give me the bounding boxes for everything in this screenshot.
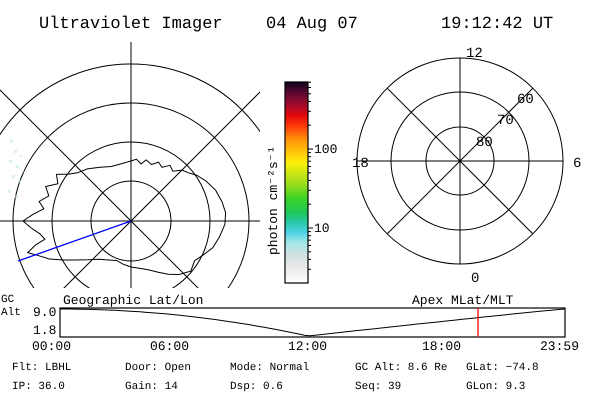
svg-text:Ultraviolet Imager: Ultraviolet Imager <box>39 15 223 34</box>
svg-text:19:12:42 UT: 19:12:42 UT <box>441 15 553 34</box>
svg-text:6: 6 <box>573 156 581 172</box>
svg-text:100: 100 <box>314 142 337 157</box>
svg-text:60: 60 <box>517 92 534 108</box>
svg-text:Gain: 14: Gain: 14 <box>125 381 178 393</box>
svg-text:70: 70 <box>497 113 514 129</box>
svg-text:0: 0 <box>471 271 479 287</box>
svg-text:Flt: LBHL: Flt: LBHL <box>12 362 71 374</box>
svg-text:9.0: 9.0 <box>33 305 56 320</box>
svg-text:Seq: 39: Seq: 39 <box>355 381 401 393</box>
svg-text:00:00: 00:00 <box>32 339 71 354</box>
svg-text:GLon: 9.3: GLon: 9.3 <box>466 381 525 393</box>
svg-text:photon cm⁻²s⁻¹: photon cm⁻²s⁻¹ <box>266 146 281 255</box>
svg-text:Dsp: 0.6: Dsp: 0.6 <box>230 381 283 393</box>
svg-text:23:59: 23:59 <box>540 339 579 354</box>
svg-text:04 Aug 07: 04 Aug 07 <box>266 15 358 34</box>
svg-text:12: 12 <box>466 46 483 62</box>
svg-text:80: 80 <box>476 135 493 151</box>
svg-text:18:00: 18:00 <box>422 339 461 354</box>
svg-text:18: 18 <box>352 156 369 172</box>
svg-text:IP: 36.0: IP: 36.0 <box>12 381 65 393</box>
svg-text:GLat: −74.8: GLat: −74.8 <box>466 362 539 374</box>
svg-text:06:00: 06:00 <box>150 339 189 354</box>
svg-text:Alt: Alt <box>1 307 21 319</box>
svg-text:1.8: 1.8 <box>33 323 56 338</box>
svg-text:Geographic Lat/Lon: Geographic Lat/Lon <box>63 293 203 308</box>
svg-text:12:00: 12:00 <box>288 339 327 354</box>
svg-text:GC Alt: 8.6 Re: GC Alt: 8.6 Re <box>355 362 447 374</box>
svg-text:GC: GC <box>1 294 15 306</box>
svg-text:Mode: Normal: Mode: Normal <box>230 362 309 374</box>
svg-text:Door: Open: Door: Open <box>125 362 191 374</box>
svg-text:Apex MLat/MLT: Apex MLat/MLT <box>412 293 514 308</box>
svg-text:10: 10 <box>314 221 330 236</box>
